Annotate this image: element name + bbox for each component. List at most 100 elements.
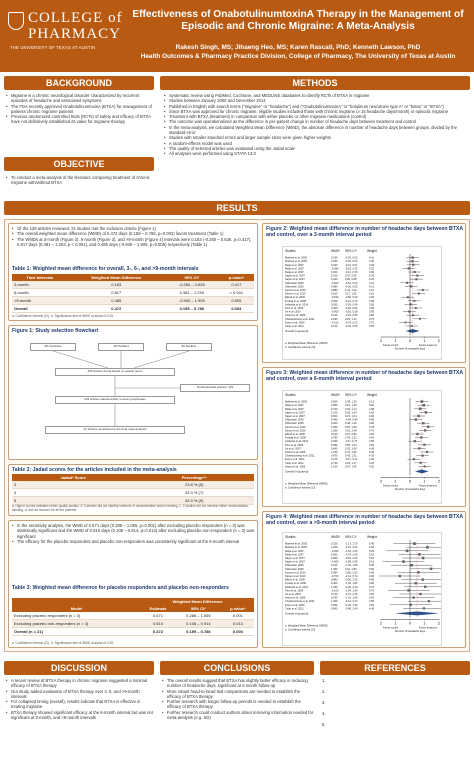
forest-point [411,256,414,259]
forest-weight: 4.32 [369,266,375,270]
forest-weight: 4.05 [369,295,375,299]
figure2-title: Figure 2: Weighted mean difference in nu… [266,226,463,238]
forest-wmd: -0.090 [331,266,339,270]
forest-study-label: Hollanda et al. 2014 [285,585,309,589]
table-header-cell: 95% CI* [174,605,222,612]
table-header-cell: Percentage** [134,474,254,481]
forest-tick-label: 2 [438,478,441,483]
poster-authors: Rakesh Singh, MS; Jihaeng Heo, MS; Karen… [126,44,470,61]
forest-wmd: -0.100 [331,588,339,592]
methods-list: Systematic review using PubMed, Cochrane… [164,93,468,157]
forest-ci: 0.51, 1.39 [345,403,357,407]
forest-point [424,411,428,414]
list-item: Treatment with BTXA (treatment) in compa… [164,114,468,120]
forest-point [418,407,422,411]
table-cell: 3-month [12,281,68,289]
forest-point [422,422,425,425]
table-cell: 0.671 [140,612,175,620]
forest-ci: -0.24, 2.64 [345,545,358,549]
forest-weight: 4.20 [369,464,375,468]
table-header-row: Model Estimate 95% CI* p-value* [12,605,254,612]
forest-study-label: Silberstein 2005 [285,567,304,571]
forest-weight: 3.75 [369,317,375,321]
forest-overall-label: Overall (I-squared) [285,329,308,333]
discussion-header: DISCUSSION [4,661,154,675]
forest-tick-label: 0 [409,620,412,625]
forest-tick-label: 1 [423,478,426,483]
column-header: 95% CI* [345,393,357,397]
forest-point [422,403,426,407]
table-header-cell [12,598,141,605]
forest-wmd: 0.250 [331,596,338,600]
forest-point [421,288,424,292]
forest-ci: -0.14, 0.74 [345,299,358,303]
forest-study-label: Hollanda et al. 2014 [285,439,309,443]
forest-wmd: 0.400 [331,306,338,310]
table2-note: a. Higher scores indicates better qualit… [12,504,249,512]
table-cell: Excluding placebo responders (n = 3) [12,612,141,620]
forest-ci: 0.07, 0.95 [345,432,357,436]
author-list: Rakesh Singh, MS; Jihaeng Heo, MS; Karen… [175,44,421,51]
list-item: The overall results suggest that BTXA ha… [162,678,314,689]
forest-study-label: Saper et al. 2007 [285,274,305,278]
forest-point [414,418,418,421]
forest-study-label: Mathew et al. 2005 [285,259,307,263]
flow-box-final: 21 articles constituted to the final met… [45,426,185,434]
forest-weight: 4.95 [369,410,375,414]
list-item: Previous randomized controlled trials (R… [6,114,154,125]
forest-study-label: Freitag et al. 2008 [285,581,306,585]
forest-study-label: Anand et al. 2006 [285,596,306,600]
forest-study-label: Silberstein 2005 [285,281,304,285]
forest-ci: -0.36, 0.52 [345,284,358,288]
forest-weight: 4.40 [369,259,375,263]
forest-point [411,260,414,263]
forest-note: b. Confidence Interval (CI) [285,345,315,349]
forest-point [412,314,414,317]
reference-item: 3. [322,700,326,705]
forest-study-label: Saper et al. 2007 [285,414,305,418]
table-row: >9-month 0.485 -0.940 – 1.909 0.505 [12,296,254,305]
forest-tick-label: 2 [380,338,383,343]
table-cell: -0.940 – 1.909 [164,296,219,305]
forest-point [429,567,433,571]
forest-point [409,603,412,606]
forest-weight: 4.78 [369,425,375,429]
forest-study-label: Saper et al. 2007 [285,410,305,414]
forest-study-label: Chankrachang et al. 2011 [285,599,315,603]
forest-study-label: Relja et al. 2007 [285,263,304,267]
forest-overall-label: Overall (I-squared) [285,469,308,473]
forest-tick-label: 2 [438,338,441,343]
forest-ci: 0.25, 1.13 [345,317,357,321]
discussion-list: A recent review of BTXA therapy in chron… [6,678,154,720]
forest-point [413,299,416,302]
table-cell: 0.003 [218,304,254,313]
forest-study-label: Saper et al. 2007 [285,277,305,281]
table-cell: 0.001 [221,612,254,620]
forest-study-label: Mathew et al. 2005 [285,542,307,546]
forest-weight: 4.35 [369,454,375,458]
forest-weight: 5.00 [369,567,375,571]
forest-tick-label: 2 [438,620,441,625]
forest-ci: 0.66, 1.54 [345,410,357,414]
list-item: BTXA therapy showed significant efficacy… [6,710,154,721]
table-cell: -0.260 – 0.626 [164,281,219,289]
forest-point [412,596,415,599]
forest-note: b. Confidence Interval (CI) [285,485,315,489]
forest-ci: 0.16, 1.04 [345,414,357,418]
table-header-cell: Jadad* Score [12,474,135,481]
forest-weight: 4.45 [369,606,375,610]
list-item: Of the 129 articles reviewed, 21 studies… [12,226,254,232]
college-logo: COLLEGE of PHARMACY THE UNIVERSITY OF TE… [8,10,126,54]
forest-wmd: -0.700 [331,574,339,578]
list-item: The FDA recently approved Onabotulinumto… [6,104,154,115]
forest-weight: 4.21 [369,281,375,285]
forest-point [424,429,427,432]
forest-study-label: Petri et al. 2009 [285,306,304,310]
forest-favors-control: Favors control [383,344,399,347]
forest-ci: 0.38, 1.26 [345,400,357,404]
column-header: Weight [367,535,377,539]
forest-study-label: Aurora et al. 2010 [285,288,306,292]
forest-ci: -1.13, 1.75 [345,542,358,546]
forest-weight: 4.25 [369,277,375,281]
